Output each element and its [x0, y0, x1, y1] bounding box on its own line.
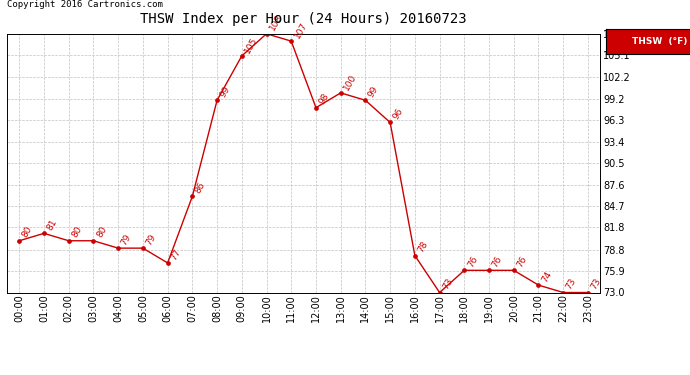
Title: THSW Index per Hour (24 Hours) 20160723: THSW Index per Hour (24 Hours) 20160723: [140, 12, 467, 26]
Text: 76: 76: [491, 255, 504, 269]
Text: 76: 76: [515, 255, 529, 269]
Text: 100: 100: [342, 72, 359, 92]
Text: 80: 80: [95, 225, 108, 239]
Text: 73: 73: [589, 277, 603, 291]
Text: 79: 79: [119, 232, 133, 247]
Text: 105: 105: [243, 35, 259, 54]
Text: 80: 80: [70, 225, 83, 239]
Text: 73: 73: [441, 277, 455, 291]
Text: Copyright 2016 Cartronics.com: Copyright 2016 Cartronics.com: [7, 0, 163, 9]
Text: 76: 76: [466, 255, 480, 269]
Text: 74: 74: [540, 269, 553, 284]
Text: 73: 73: [564, 277, 578, 291]
Text: 99: 99: [367, 84, 380, 99]
Text: 78: 78: [416, 240, 430, 254]
Text: 96: 96: [391, 106, 405, 121]
Text: 86: 86: [194, 180, 207, 195]
Text: 81: 81: [46, 217, 59, 232]
Text: 98: 98: [317, 92, 331, 106]
Text: 108: 108: [268, 13, 284, 32]
Text: 107: 107: [293, 20, 309, 40]
Text: 80: 80: [21, 225, 34, 239]
Text: 77: 77: [169, 247, 183, 261]
Text: 99: 99: [219, 84, 232, 99]
Text: 79: 79: [144, 232, 158, 247]
